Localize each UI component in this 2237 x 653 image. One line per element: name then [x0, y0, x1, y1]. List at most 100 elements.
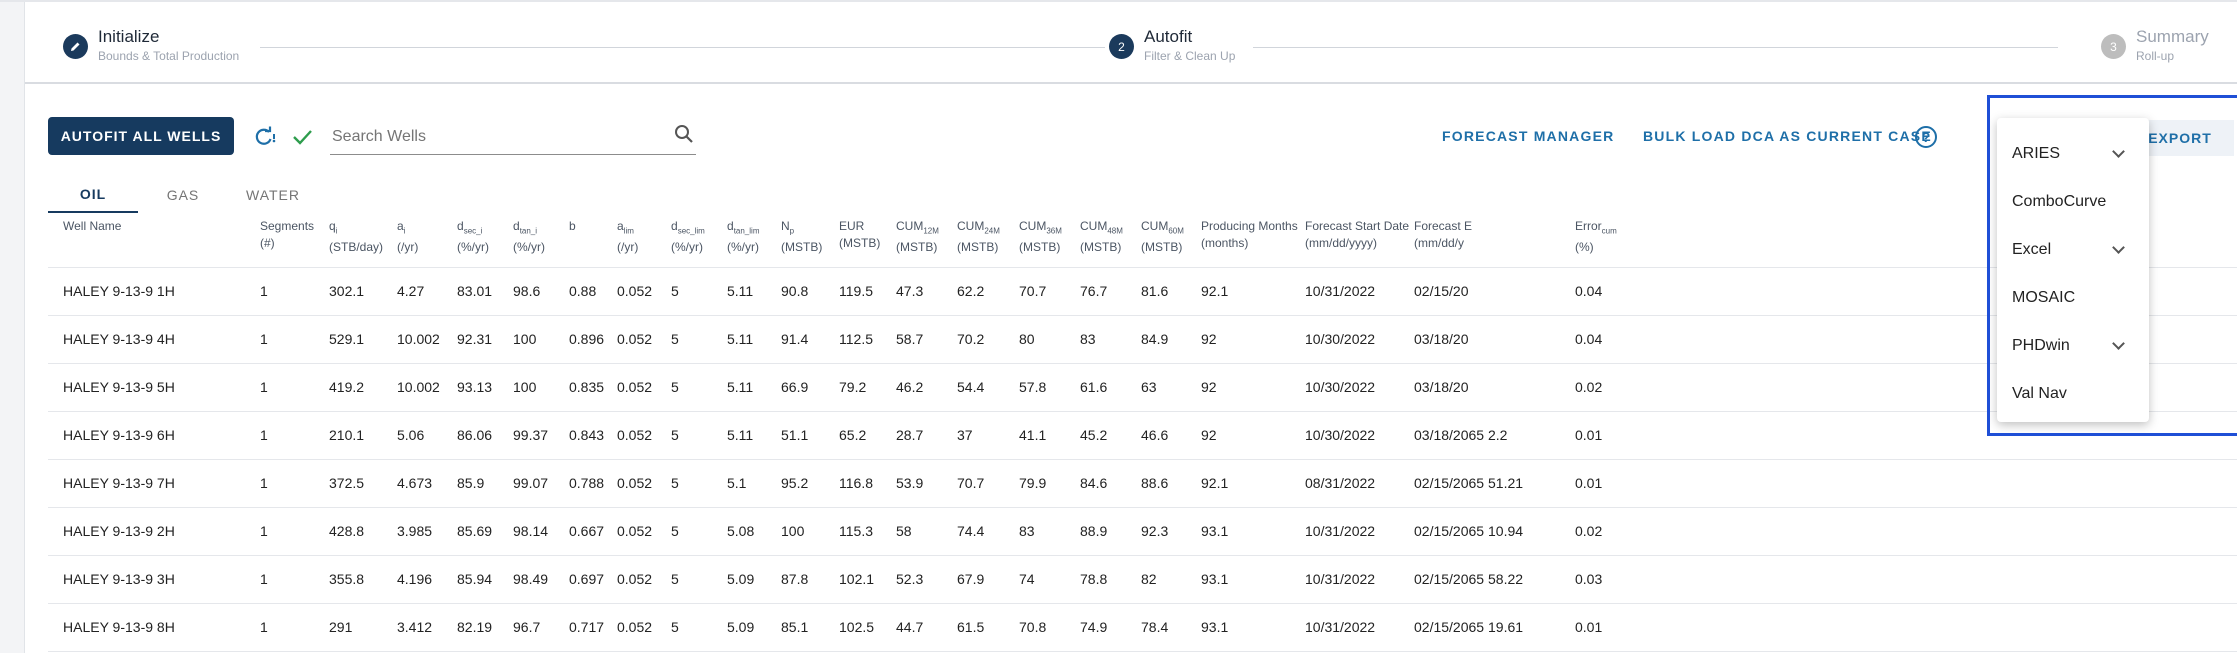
table-cell: 44.7: [896, 619, 924, 635]
table-cell: 70.7: [1019, 283, 1047, 299]
table-cell: 52.3: [896, 571, 924, 587]
export-option-aries[interactable]: ARIES: [2012, 130, 2137, 178]
export-option-label: ComboCurve: [2012, 193, 2107, 210]
table-row[interactable]: HALEY 9-13-9 4H 1 529.1 10.002 92.31 100 0.896…: [48, 316, 2237, 364]
column-header[interactable]: Errorcum (%): [1575, 219, 1617, 255]
column-header[interactable]: CUM60M (MSTB): [1141, 219, 1184, 255]
column-header[interactable]: Producing Months (months): [1201, 219, 1298, 250]
table-cell: 5.09: [727, 571, 755, 587]
table-cell: 98.6: [513, 283, 541, 299]
table-cell: 100: [513, 331, 537, 347]
export-option-mosaic[interactable]: MOSAIC: [2012, 274, 2137, 322]
table-cell: 02/15/2065: [1414, 619, 1485, 635]
search-icon[interactable]: [674, 124, 694, 149]
table-cell: 210.1: [329, 427, 365, 443]
column-header[interactable]: dtan_lim (%/yr): [727, 219, 760, 255]
column-header[interactable]: CUM36M (MSTB): [1019, 219, 1062, 255]
table-cell: 93.1: [1201, 619, 1229, 635]
table-cell: 81.6: [1141, 283, 1169, 299]
step-initialize[interactable]: Initialize Bounds & Total Production: [63, 26, 239, 64]
check-icon[interactable]: [289, 124, 315, 150]
table-cell: 02/15/2065: [1414, 571, 1485, 587]
pencil-icon: [63, 34, 88, 59]
table-cell: 116.8: [839, 475, 873, 491]
table-header-row: Well Name Segments (#) qi (STB/day) ai (/yr) ds…: [48, 213, 2237, 268]
bulk-load-dca-button[interactable]: BULK LOAD DCA AS CURRENT CASE: [1643, 128, 1932, 144]
step-title: Initialize: [98, 27, 160, 46]
column-header[interactable]: Np (MSTB): [781, 219, 823, 255]
well-name-cell: HALEY 9-13-9 4H: [63, 331, 175, 347]
column-header[interactable]: b: [569, 219, 576, 233]
step-summary[interactable]: 3 Summary Roll-up: [2101, 26, 2209, 64]
table-cell: 58.22: [1488, 571, 1524, 587]
column-header[interactable]: CUM24M (MSTB): [957, 219, 1000, 255]
column-header[interactable]: Forecast E (mm/dd/y: [1414, 219, 1473, 250]
table-cell: 66.9: [781, 379, 809, 395]
table-cell: 92.1: [1201, 475, 1229, 491]
table-row[interactable]: HALEY 9-13-9 6H 1 210.1 5.06 86.06 99.37 0.843…: [48, 412, 2237, 460]
table-cell: 355.8: [329, 571, 365, 587]
table-cell: 1: [260, 523, 268, 539]
step-autofit[interactable]: 2 Autofit Filter & Clean Up: [1109, 26, 1235, 64]
well-name-cell: HALEY 9-13-9 1H: [63, 283, 175, 299]
table-cell: 0.01: [1575, 619, 1603, 635]
export-option-combocurve[interactable]: ComboCurve: [2012, 178, 2137, 226]
forecast-manager-button[interactable]: FORECAST MANAGER: [1442, 128, 1615, 144]
step-title: Autofit: [1144, 27, 1193, 46]
table-cell: 4.673: [397, 475, 433, 491]
export-option-phdwin[interactable]: PHDwin: [2012, 322, 2137, 370]
table-cell: 58: [896, 523, 912, 539]
table-cell: 10/31/2022: [1305, 283, 1376, 299]
table-row[interactable]: HALEY 9-13-9 3H 1 355.8 4.196 85.94 98.49 0.69…: [48, 556, 2237, 604]
column-header[interactable]: dsec_lim (%/yr): [671, 219, 705, 255]
table-row[interactable]: HALEY 9-13-9 2H 1 428.8 3.985 85.69 98.14 0.66…: [48, 508, 2237, 556]
table-cell: 10/30/2022: [1305, 379, 1376, 395]
table-cell: 0.667: [569, 523, 605, 539]
autofit-all-wells-button[interactable]: AUTOFIT ALL WELLS: [48, 117, 234, 155]
table-row[interactable]: HALEY 9-13-9 7H 1 372.5 4.673 85.9 99.07 0.788…: [48, 460, 2237, 508]
column-header[interactable]: CUM12M (MSTB): [896, 219, 939, 255]
table-row[interactable]: HALEY 9-13-9 5H 1 419.2 10.002 93.13 100 0.835…: [48, 364, 2237, 412]
table-cell: 5.08: [727, 523, 755, 539]
table-cell: 5.11: [727, 379, 754, 395]
column-header[interactable]: ai (/yr): [397, 219, 419, 255]
table-cell: 03/18/20: [1414, 379, 1469, 395]
column-header[interactable]: EUR (MSTB): [839, 219, 881, 250]
column-header[interactable]: qi (STB/day): [329, 219, 384, 255]
table-cell: 10/31/2022: [1305, 523, 1376, 539]
help-icon[interactable]: ?: [1915, 126, 1937, 148]
table-cell: 3.985: [397, 523, 433, 539]
table-row[interactable]: HALEY 9-13-9 8H 1 291 3.412 82.19 96.7 0.717 0.…: [48, 604, 2237, 652]
search-input[interactable]: [330, 127, 674, 146]
table-cell: 0.04: [1575, 331, 1603, 347]
table-cell: 92: [1201, 331, 1217, 347]
column-header[interactable]: Well Name: [63, 219, 122, 233]
table-row[interactable]: HALEY 9-13-9 1H 1 302.1 4.27 83.01 98.6 0.88 0.…: [48, 268, 2237, 316]
column-header[interactable]: dtan_i (%/yr): [513, 219, 545, 255]
export-option-val-nav[interactable]: Val Nav: [2012, 370, 2137, 418]
table-cell: 92.1: [1201, 283, 1229, 299]
column-header[interactable]: alim (/yr): [617, 219, 639, 255]
table-cell: 02/15/2065: [1414, 523, 1485, 539]
column-header[interactable]: Segments (#): [260, 219, 315, 250]
tab-gas[interactable]: GAS: [166, 187, 200, 203]
table-cell: 5: [671, 523, 679, 539]
table-cell: 85.69: [457, 523, 493, 539]
table-cell: 5.06: [397, 427, 425, 443]
column-header[interactable]: dsec_i (%/yr): [457, 219, 489, 255]
table-cell: 1: [260, 571, 268, 587]
tab-water[interactable]: WATER: [246, 187, 300, 203]
table-cell: 0.04: [1575, 283, 1603, 299]
table-cell: 67.9: [957, 571, 985, 587]
table-cell: 98.49: [513, 571, 549, 587]
refresh-icon[interactable]: [251, 124, 277, 150]
table-cell: 96.7: [513, 619, 541, 635]
table-cell: 115.3: [839, 523, 873, 539]
tab-oil[interactable]: OIL: [48, 177, 138, 213]
export-option-excel[interactable]: Excel: [2012, 226, 2137, 274]
table-cell: 302.1: [329, 283, 365, 299]
column-header[interactable]: CUM48M (MSTB): [1080, 219, 1123, 255]
table-cell: 51.1: [781, 427, 809, 443]
table-cell: 119.5: [839, 283, 873, 299]
column-header[interactable]: Forecast Start Date (mm/dd/yyyy): [1305, 219, 1410, 250]
